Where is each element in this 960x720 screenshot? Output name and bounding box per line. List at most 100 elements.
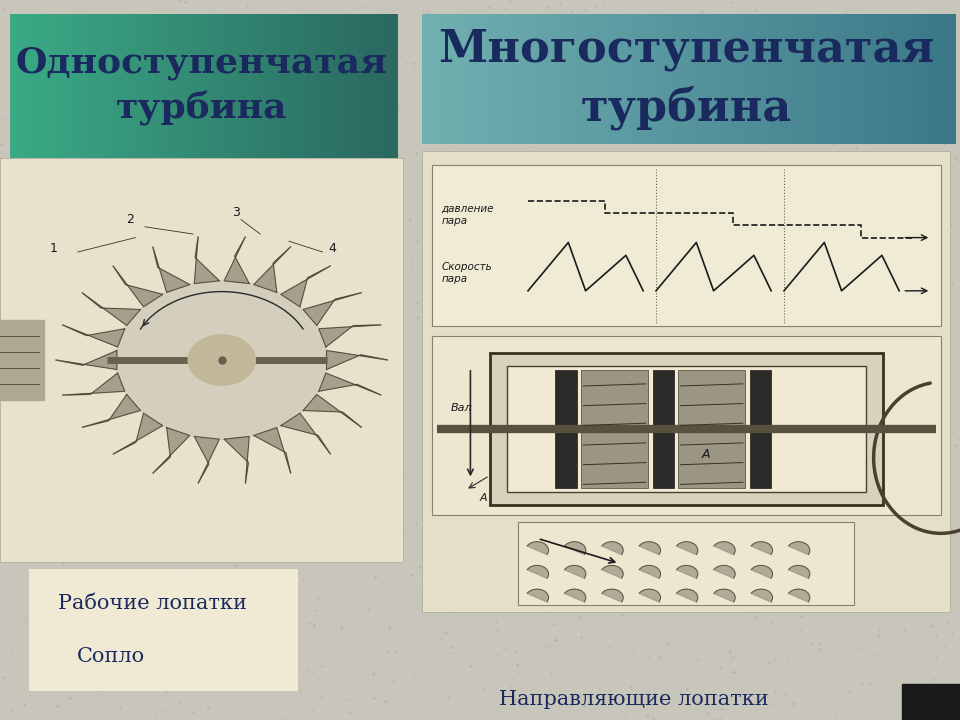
Bar	[816, 14, 821, 144]
Bar	[734, 14, 740, 144]
Bar	[692, 14, 697, 144]
Bar	[762, 14, 768, 144]
Polygon shape	[153, 428, 190, 473]
Bar	[787, 14, 793, 144]
Bar	[611, 14, 615, 144]
Bar	[69, 14, 73, 158]
Bar	[144, 14, 148, 158]
Bar	[819, 14, 825, 144]
Bar	[291, 14, 295, 158]
Bar	[490, 14, 495, 144]
Bar	[342, 14, 347, 158]
Bar	[738, 14, 743, 144]
Bar	[345, 14, 349, 158]
Bar	[386, 14, 391, 158]
Polygon shape	[639, 589, 660, 602]
Bar	[557, 14, 563, 144]
Polygon shape	[153, 247, 190, 292]
Bar	[745, 14, 751, 144]
Polygon shape	[639, 565, 660, 578]
Polygon shape	[602, 541, 623, 554]
Bar	[561, 14, 566, 144]
Bar	[500, 14, 506, 144]
Text: Сопло: Сопло	[77, 647, 145, 667]
Bar	[638, 14, 644, 144]
Bar	[578, 14, 584, 144]
Bar	[254, 14, 259, 158]
Bar	[38, 14, 42, 158]
Bar	[332, 14, 336, 158]
Bar	[285, 14, 290, 158]
Bar	[123, 14, 128, 158]
Bar	[383, 14, 388, 158]
Bar	[71, 14, 76, 158]
Bar	[709, 14, 715, 144]
Bar	[87, 14, 91, 158]
Bar	[25, 14, 30, 158]
Bar	[167, 14, 171, 158]
Bar	[497, 14, 502, 144]
Bar	[582, 14, 588, 144]
Bar	[944, 14, 948, 144]
Bar	[161, 14, 166, 158]
Bar	[299, 14, 302, 158]
Polygon shape	[713, 589, 735, 602]
Bar	[348, 14, 351, 158]
Bar	[357, 14, 362, 158]
Bar	[40, 14, 45, 158]
Text: Многоступенчатая
турбина: Многоступенчатая турбина	[439, 29, 934, 130]
Bar	[865, 14, 871, 144]
Bar	[247, 14, 252, 158]
Bar	[131, 14, 135, 158]
Bar	[827, 14, 831, 144]
Bar	[270, 14, 275, 158]
Bar	[613, 14, 619, 144]
Polygon shape	[788, 565, 809, 578]
Bar	[242, 14, 246, 158]
Bar	[228, 14, 233, 158]
Bar	[780, 14, 786, 144]
Bar	[844, 14, 850, 144]
Bar	[642, 14, 648, 144]
Bar	[28, 14, 32, 158]
Bar	[213, 14, 218, 158]
Bar	[841, 14, 846, 144]
Bar	[592, 14, 598, 144]
Bar	[368, 14, 372, 158]
Bar	[12, 14, 16, 158]
Bar	[429, 14, 435, 144]
Bar	[716, 14, 722, 144]
Bar	[265, 14, 269, 158]
Bar	[900, 14, 906, 144]
Bar	[791, 14, 797, 144]
Bar	[355, 14, 359, 158]
Polygon shape	[225, 436, 250, 483]
Bar	[879, 14, 885, 144]
Polygon shape	[303, 395, 362, 428]
Bar	[475, 14, 481, 144]
Bar	[752, 14, 757, 144]
Bar	[898, 14, 902, 144]
Polygon shape	[713, 565, 735, 578]
Bar	[603, 14, 609, 144]
Bar	[0, 320, 44, 400]
Bar	[681, 14, 686, 144]
Polygon shape	[751, 589, 773, 602]
Bar	[288, 14, 293, 158]
Bar	[205, 14, 210, 158]
Bar	[352, 14, 357, 158]
Bar	[653, 370, 674, 488]
Bar	[138, 14, 143, 158]
Bar	[236, 14, 241, 158]
Bar	[784, 14, 789, 144]
Bar	[950, 14, 956, 144]
Bar	[259, 14, 264, 158]
Polygon shape	[56, 351, 117, 369]
Bar	[210, 14, 215, 158]
Text: Рабочие лопатки: Рабочие лопатки	[58, 593, 247, 613]
Bar	[837, 14, 843, 144]
Bar	[550, 14, 556, 144]
Bar	[141, 14, 146, 158]
Bar	[556, 370, 577, 488]
Bar	[571, 14, 577, 144]
